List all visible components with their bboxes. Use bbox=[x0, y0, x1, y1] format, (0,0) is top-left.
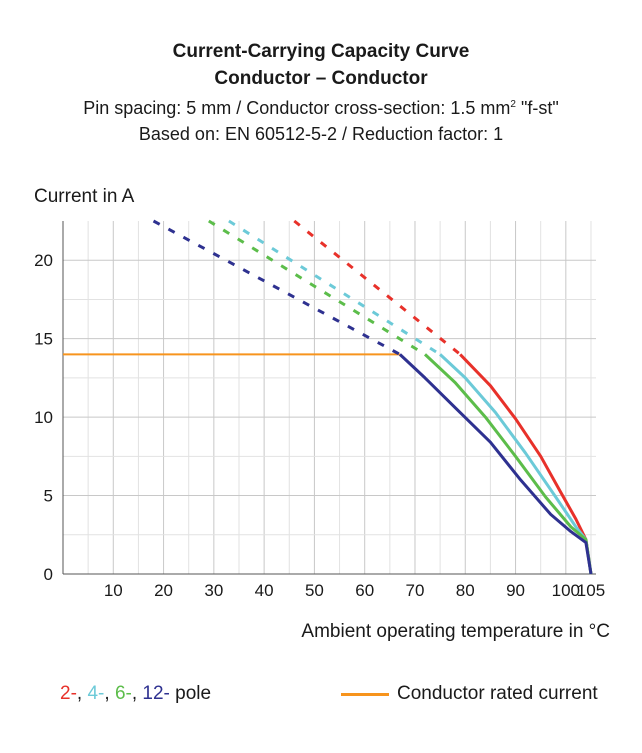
legend-pole-text: 4- bbox=[87, 683, 105, 704]
legend-pole-text: 6- bbox=[114, 683, 132, 704]
x-tick-label: 30 bbox=[204, 581, 223, 600]
chart-subtitle: Conductor – Conductor bbox=[214, 68, 428, 89]
chart-info-line-2: Based on: EN 60512-5-2 / Reduction facto… bbox=[138, 124, 504, 144]
y-axis-title: Current in A bbox=[34, 186, 135, 207]
series-6-pole-line bbox=[423, 353, 593, 575]
x-tick-label: 20 bbox=[154, 581, 173, 600]
x-tick-label: 80 bbox=[456, 581, 475, 600]
y-tick-label: 5 bbox=[44, 487, 53, 506]
x-tick-label: 60 bbox=[355, 581, 374, 600]
x-tick-label: 90 bbox=[506, 581, 525, 600]
x-axis-title: Ambient operating temperature in °C bbox=[301, 621, 610, 642]
legend-pole-text: 12- bbox=[142, 683, 170, 704]
x-tick-label: 70 bbox=[406, 581, 425, 600]
series-12-pole-line bbox=[398, 353, 593, 575]
x-tick-label: 100 bbox=[552, 581, 580, 600]
legend-poles: 2-, 4-, 6-, 12- pole bbox=[60, 683, 211, 705]
legend-rated-current: Conductor rated current bbox=[341, 683, 598, 705]
legend-pole-text: , bbox=[104, 683, 115, 704]
x-tick-label: 105 bbox=[577, 581, 605, 600]
y-tick-label: 15 bbox=[34, 330, 53, 349]
series-2-pole-line bbox=[459, 353, 593, 575]
chart-title: Current-Carrying Capacity Curve bbox=[172, 41, 470, 62]
legend-pole-text: 2- bbox=[60, 683, 77, 704]
x-tick-label: 50 bbox=[305, 581, 324, 600]
y-tick-label: 10 bbox=[34, 408, 53, 427]
legend-pole-text: , bbox=[131, 683, 143, 704]
y-tick-label: 0 bbox=[44, 565, 53, 584]
legend-pole-text: , bbox=[76, 683, 88, 704]
chart-header: Current-Carrying Capacity Curve Conducto… bbox=[0, 38, 642, 147]
chart-info-line-1: Pin spacing: 5 mm / Conductor cross-sect… bbox=[0, 92, 642, 121]
info-line-1-superscript: 2 bbox=[510, 99, 516, 110]
x-tick-label: 10 bbox=[104, 581, 123, 600]
legend-rated-label: Conductor rated current bbox=[397, 683, 598, 704]
legend-pole-text: pole bbox=[169, 683, 212, 704]
series-2-pole-dashed bbox=[293, 219, 462, 356]
series-12-pole-dashed bbox=[152, 219, 401, 356]
legend-rated-swatch bbox=[341, 692, 389, 696]
x-tick-label: 40 bbox=[255, 581, 274, 600]
series-6-pole-dashed bbox=[208, 219, 426, 356]
info-line-1-suffix: "f-st" bbox=[515, 98, 559, 118]
y-tick-label: 20 bbox=[34, 251, 53, 270]
series-4-pole-dashed bbox=[228, 219, 441, 356]
info-line-1-main: Pin spacing: 5 mm / Conductor cross-sect… bbox=[83, 98, 511, 118]
